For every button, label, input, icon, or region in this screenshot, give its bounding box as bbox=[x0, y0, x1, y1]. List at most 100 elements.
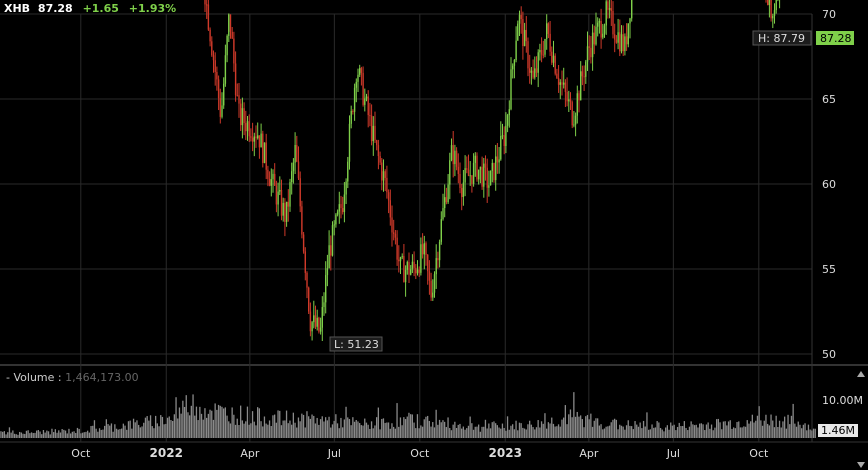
volume-bar bbox=[309, 418, 311, 438]
volume-bar bbox=[112, 431, 114, 438]
volume-bar bbox=[25, 430, 28, 438]
volume-bar bbox=[814, 428, 816, 438]
candle-body bbox=[299, 178, 301, 207]
candle-body bbox=[444, 197, 446, 209]
volume-bar bbox=[785, 428, 787, 438]
volume-bar bbox=[289, 420, 291, 438]
volume-bar bbox=[279, 410, 281, 438]
candle-body bbox=[457, 166, 459, 174]
volume-bar bbox=[549, 423, 551, 438]
volume-bar bbox=[547, 422, 549, 438]
candle-body bbox=[455, 150, 458, 167]
candle-body bbox=[415, 267, 417, 274]
candle-body bbox=[214, 60, 216, 73]
volume-bar bbox=[163, 424, 165, 438]
volume-bar bbox=[459, 423, 461, 438]
candle-body bbox=[357, 74, 359, 82]
volume-bar bbox=[87, 430, 89, 438]
volume-bar bbox=[564, 405, 566, 438]
volume-bar bbox=[697, 427, 699, 438]
volume-bar bbox=[665, 427, 667, 438]
candle-body bbox=[401, 256, 403, 258]
candle-body bbox=[607, 1, 609, 10]
volume-label: Volume bbox=[13, 371, 55, 384]
candle-body bbox=[627, 23, 629, 45]
volume-bar bbox=[127, 421, 130, 438]
volume-bar bbox=[806, 430, 808, 438]
volume-bar bbox=[71, 431, 73, 438]
candle-body bbox=[427, 254, 429, 272]
candle-body bbox=[522, 19, 524, 47]
volume-bar bbox=[376, 417, 378, 438]
volume-bar bbox=[212, 419, 215, 438]
candle-body bbox=[246, 121, 249, 132]
volume-bar bbox=[420, 425, 422, 438]
candle-body bbox=[608, 8, 611, 10]
volume-bar bbox=[114, 424, 116, 438]
volume-bar bbox=[683, 421, 685, 438]
volume-bar bbox=[763, 420, 765, 438]
volume-bar bbox=[7, 432, 9, 438]
volume-bar bbox=[756, 415, 759, 438]
candle-body bbox=[496, 156, 499, 163]
candle-body bbox=[591, 32, 594, 58]
volume-bar bbox=[631, 426, 633, 438]
volume-bar bbox=[192, 394, 194, 438]
volume-bar bbox=[578, 416, 580, 438]
candle-body bbox=[367, 96, 369, 116]
volume-bars bbox=[0, 392, 816, 438]
volume-bar bbox=[478, 424, 480, 438]
volume-bar bbox=[342, 427, 344, 438]
candle-body bbox=[624, 36, 626, 52]
candle-body bbox=[573, 124, 575, 126]
candle-body bbox=[245, 123, 247, 132]
volume-bar bbox=[336, 423, 339, 438]
volume-bar bbox=[350, 425, 352, 438]
volume-bar bbox=[452, 424, 454, 438]
volume-bar bbox=[64, 430, 67, 438]
candle-body bbox=[372, 125, 374, 142]
candle-body bbox=[370, 115, 373, 142]
volume-bar bbox=[340, 417, 342, 438]
volume-bar bbox=[76, 427, 79, 438]
volume-bar bbox=[408, 412, 410, 438]
volume-bar bbox=[410, 414, 412, 438]
volume-bar bbox=[595, 418, 597, 438]
time-tick-label: 2023 bbox=[489, 446, 522, 460]
volume-bar bbox=[316, 417, 318, 438]
volume-bar bbox=[495, 423, 497, 438]
volume-bar bbox=[692, 424, 694, 438]
volume-bar bbox=[158, 426, 160, 438]
volume-bar bbox=[687, 430, 689, 438]
volume-bar bbox=[353, 421, 356, 438]
volume-bar bbox=[716, 419, 718, 438]
volume-bar bbox=[588, 419, 590, 438]
candle-body bbox=[433, 274, 436, 293]
scroll-up-icon[interactable] bbox=[857, 371, 865, 377]
volume-bar bbox=[144, 417, 147, 438]
volume-bar bbox=[447, 417, 449, 438]
volume-bar bbox=[455, 427, 458, 438]
volume-bar bbox=[423, 419, 425, 438]
candle-body bbox=[333, 224, 335, 226]
volume-bar bbox=[512, 424, 514, 438]
volume-bar bbox=[357, 421, 359, 438]
volume-bar bbox=[659, 427, 662, 438]
volume-bar bbox=[415, 428, 417, 438]
volume-bar bbox=[627, 420, 629, 438]
volume-bar bbox=[165, 423, 167, 438]
volume-bar bbox=[544, 413, 546, 438]
volume-bar bbox=[343, 419, 345, 438]
candle-body bbox=[270, 179, 272, 186]
scroll-down-icon[interactable] bbox=[857, 462, 865, 468]
candle-body bbox=[241, 108, 244, 126]
volume-bar bbox=[421, 426, 424, 438]
volume-bar bbox=[238, 425, 240, 438]
collapse-icon[interactable]: - bbox=[6, 371, 10, 384]
volume-bar bbox=[53, 432, 55, 438]
candle-body bbox=[501, 135, 504, 137]
candle-body bbox=[478, 169, 480, 180]
grid bbox=[0, 13, 868, 443]
volume-bar bbox=[508, 429, 510, 438]
candle-body bbox=[262, 133, 264, 163]
